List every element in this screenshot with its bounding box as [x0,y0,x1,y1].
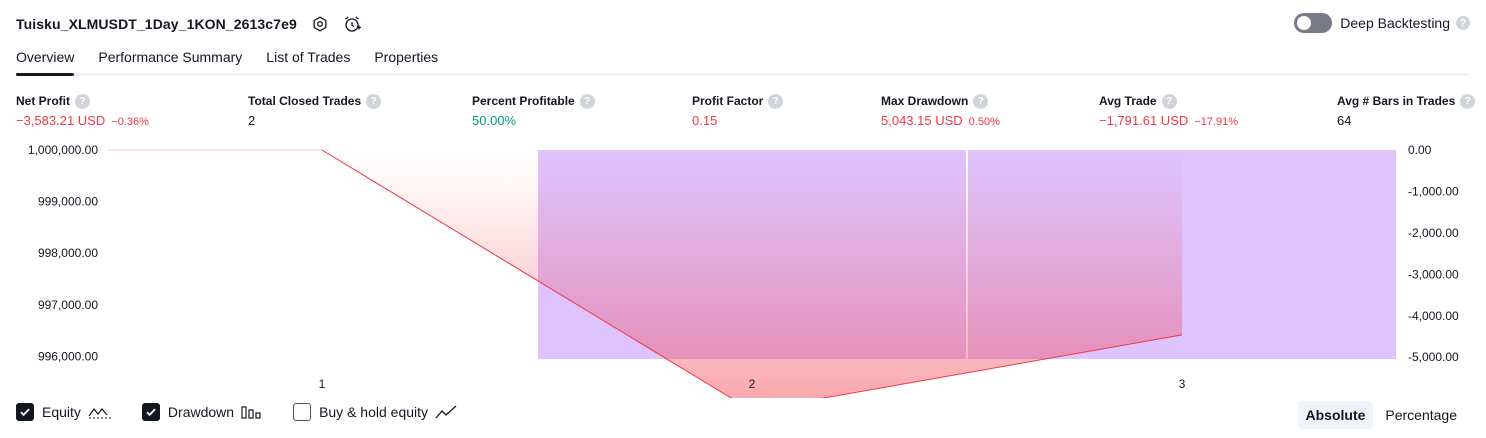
deep-backtesting-label: Deep Backtesting [1340,15,1450,31]
metric-net-profit: Net Profit? −3,583.21 USD −0.36% [16,93,149,128]
deep-backtesting-control: Deep Backtesting ? [1294,13,1470,33]
help-icon[interactable]: ? [1460,93,1476,109]
metric-value: 5,043.15 USD [881,113,963,128]
metric-label: Avg Trade [1099,94,1157,108]
deep-backtesting-toggle[interactable] [1294,13,1333,33]
help-icon[interactable]: ? [1456,16,1470,30]
drawdown-toggle[interactable]: Drawdown [141,403,263,421]
metric-label: Percent Profitable [472,94,575,108]
metric-label: Total Closed Trades [248,94,362,108]
tab-overview[interactable]: Overview [16,44,75,76]
metric-avg-bars: Avg # Bars in Trades? 64 [1337,93,1476,128]
left-axis-tick-label: 997,000.00 [38,298,98,312]
metric-value: −1,791.61 USD [1099,113,1189,128]
metric-label: Profit Factor [692,94,764,108]
left-axis-tick-label: 999,000.00 [38,195,98,209]
settings-gear-icon[interactable] [309,13,331,35]
left-axis-tick-label: 1,000,000.00 [28,143,98,157]
metric-percent: 0.50% [968,116,1000,128]
x-axis-tick-label: 1 [319,377,326,391]
right-axis-tick-label: 0.00 [1408,143,1432,157]
x-axis-tick-label: 3 [1179,377,1186,391]
metric-label: Avg # Bars in Trades [1337,94,1456,108]
drawdown-label: Drawdown [167,404,235,420]
value-mode-switch: Absolute Percentage [1294,401,1466,429]
help-icon[interactable]: ? [75,93,90,109]
x-axis-tick-label: 2 [749,377,756,391]
right-axis-tick-label: -4,000.00 [1408,309,1459,323]
equity-drawdown-chart[interactable]: 1,000,000.00 999,000.00 998,000.00 997,000.… [0,138,1486,398]
buy-hold-checkbox[interactable] [293,403,312,421]
metric-avg-trade: Avg Trade? −1,791.61 USD −17.91% [1099,93,1238,128]
metric-percent: −17.91% [1194,116,1238,128]
drawdown-bars-icon [241,404,263,420]
left-axis-tick-label: 996,000.00 [38,349,98,363]
equity-label: Equity [42,404,81,420]
strategy-header: Tuisku_XLMUSDT_1Day_1KON_2613c7e9 [16,12,363,36]
equity-toggle[interactable]: Equity [16,403,112,421]
right-axis-tick-label: -5,000.00 [1408,350,1459,364]
metric-max-drawdown: Max Drawdown? 5,043.15 USD 0.50% [881,93,1000,128]
tab-performance-summary[interactable]: Performance Summary [98,49,243,65]
help-icon[interactable]: ? [973,93,989,109]
chart-legend: Equity Drawdown Buy & hold equity [16,403,489,421]
buy-hold-label: Buy & hold equity [319,404,429,420]
metric-value: 50.00% [472,113,517,128]
left-axis-tick-label: 998,000.00 [38,246,98,260]
equity-area [322,150,1182,398]
equity-line [321,149,1183,398]
metric-label: Max Drawdown [881,94,969,108]
right-axis-tick-label: -2,000.00 [1408,226,1459,240]
metric-label: Net Profit [16,94,70,108]
drawdown-checkbox[interactable] [141,403,160,421]
metric-profit-factor: Profit Factor? 0.15 [692,93,784,128]
metric-value: 0.15 [692,113,718,128]
percentage-button[interactable]: Percentage [1385,407,1457,423]
buy-hold-toggle[interactable]: Buy & hold equity [293,403,459,421]
help-icon[interactable]: ? [366,93,382,109]
metric-value: −3,583.21 USD [16,113,106,128]
alarm-clock-add-icon[interactable] [341,13,363,35]
equity-line-icon [88,404,112,420]
help-icon[interactable]: ? [768,93,784,109]
right-axis-tick-label: -3,000.00 [1408,267,1459,281]
report-tabs: Overview Performance Summary List of Tra… [16,44,1470,76]
equity-checkbox[interactable] [16,403,34,421]
metric-percent-profitable: Percent Profitable? 50.00% [472,93,595,128]
strategy-name: Tuisku_XLMUSDT_1Day_1KON_2613c7e9 [16,16,297,32]
metric-total-closed-trades: Total Closed Trades? 2 [248,93,382,128]
tab-list-of-trades[interactable]: List of Trades [266,49,351,65]
buy-hold-line-icon [435,404,459,420]
metric-value: 64 [1337,113,1352,128]
right-axis-tick-label: -1,000.00 [1408,184,1459,198]
help-icon[interactable]: ? [1161,93,1177,109]
absolute-button[interactable]: Absolute [1297,401,1374,429]
metric-value: 2 [248,113,256,128]
metric-percent: −0.36% [111,116,149,128]
tab-properties[interactable]: Properties [374,49,439,65]
help-icon[interactable]: ? [579,93,595,109]
